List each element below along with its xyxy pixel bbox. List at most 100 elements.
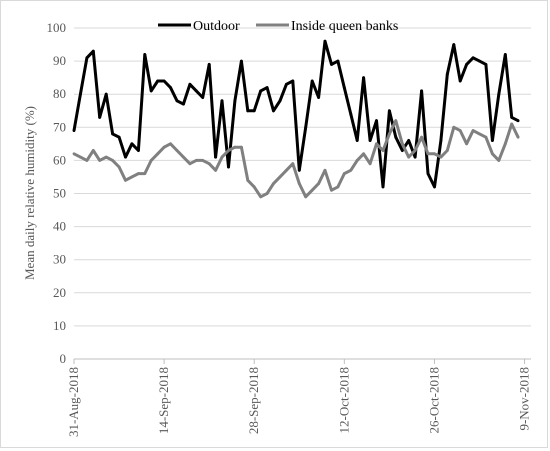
data-point-outdoor xyxy=(304,125,308,129)
data-point-inside-queen-banks xyxy=(85,159,89,162)
data-point-outdoor xyxy=(201,96,205,99)
data-point-inside-queen-banks xyxy=(240,145,243,149)
data-point-inside-queen-banks xyxy=(194,159,198,162)
y-tick-label-0: 0 xyxy=(60,351,67,366)
y-tick-label-50: 50 xyxy=(53,186,66,201)
data-point-inside-queen-banks xyxy=(458,129,462,133)
data-point-inside-queen-banks xyxy=(355,159,359,162)
data-point-outdoor xyxy=(336,59,340,63)
data-point-inside-queen-banks xyxy=(104,155,108,159)
data-point-outdoor xyxy=(458,79,462,83)
data-point-outdoor xyxy=(175,99,179,103)
x-tick-label-2018-10-12: 12-Oct-2018 xyxy=(336,367,351,433)
data-point-inside-queen-banks xyxy=(79,155,82,159)
series-lines xyxy=(72,39,520,199)
data-point-outdoor xyxy=(265,86,269,89)
data-point-inside-queen-banks xyxy=(72,152,76,156)
data-point-outdoor xyxy=(471,56,475,60)
legend-label-inside: Inside queen banks xyxy=(291,19,398,34)
data-point-outdoor xyxy=(413,155,417,159)
data-point-inside-queen-banks xyxy=(452,125,456,129)
y-tick-label-40: 40 xyxy=(53,219,66,234)
data-point-inside-queen-banks xyxy=(433,152,436,156)
data-point-inside-queen-banks xyxy=(330,188,333,192)
x-tick-label-2018-09-28: 28-Sep-2018 xyxy=(246,367,261,434)
series-line-outdoor xyxy=(72,39,519,189)
data-point-inside-queen-banks xyxy=(317,182,320,186)
data-point-inside-queen-banks xyxy=(117,165,121,169)
data-point-outdoor xyxy=(375,119,378,123)
data-point-outdoor xyxy=(445,72,449,76)
data-point-outdoor xyxy=(188,82,192,86)
data-point-outdoor xyxy=(342,86,346,89)
data-point-outdoor xyxy=(349,112,353,116)
data-point-outdoor xyxy=(162,79,166,83)
data-point-inside-queen-banks xyxy=(310,188,314,192)
data-point-inside-queen-banks xyxy=(143,172,147,176)
data-point-inside-queen-banks xyxy=(175,149,179,152)
data-point-inside-queen-banks xyxy=(252,185,256,189)
data-point-inside-queen-banks xyxy=(471,129,475,133)
data-point-outdoor xyxy=(297,168,301,172)
data-point-inside-queen-banks xyxy=(420,135,423,139)
x-tick-label-2018-09-14: 14-Sep-2018 xyxy=(156,367,171,434)
data-point-inside-queen-banks xyxy=(375,142,378,146)
data-point-inside-queen-banks xyxy=(201,159,205,162)
data-point-inside-queen-banks xyxy=(272,182,275,186)
axes: 0 10 20 30 40 50 60 70 80 90 100 31-Aug-2018 14-Sep-… xyxy=(47,20,532,437)
data-point-inside-queen-banks xyxy=(304,195,308,199)
data-point-outdoor xyxy=(207,63,211,66)
data-point-outdoor xyxy=(310,79,314,83)
data-point-outdoor xyxy=(259,89,263,93)
data-point-outdoor xyxy=(182,102,185,106)
data-point-outdoor xyxy=(516,119,520,123)
data-point-outdoor xyxy=(388,109,391,113)
data-point-outdoor xyxy=(452,43,456,46)
data-point-inside-queen-banks xyxy=(130,175,134,179)
y-tick-label-20: 20 xyxy=(53,285,66,300)
data-point-inside-queen-banks xyxy=(439,155,443,159)
data-point-inside-queen-banks xyxy=(478,132,481,136)
data-point-outdoor xyxy=(252,109,256,113)
data-point-outdoor xyxy=(426,172,430,176)
data-point-inside-queen-banks xyxy=(497,159,501,162)
data-point-outdoor xyxy=(278,99,282,103)
data-point-outdoor xyxy=(433,185,436,189)
data-point-outdoor xyxy=(465,63,468,66)
data-point-inside-queen-banks xyxy=(491,152,494,156)
data-point-outdoor xyxy=(227,165,230,169)
data-point-outdoor xyxy=(169,86,172,89)
data-point-outdoor xyxy=(85,56,89,60)
data-point-inside-queen-banks xyxy=(182,155,185,159)
data-point-inside-queen-banks xyxy=(394,119,398,123)
data-point-outdoor xyxy=(291,79,295,83)
data-point-inside-queen-banks xyxy=(413,149,417,152)
data-point-outdoor xyxy=(330,63,333,66)
data-point-outdoor xyxy=(407,139,411,142)
data-point-inside-queen-banks xyxy=(188,162,192,166)
data-point-inside-queen-banks xyxy=(381,149,385,152)
data-point-outdoor xyxy=(240,59,243,63)
y-tick-label-100: 100 xyxy=(47,20,67,35)
data-point-outdoor xyxy=(285,82,288,86)
data-point-inside-queen-banks xyxy=(285,168,288,172)
data-point-inside-queen-banks xyxy=(426,152,430,156)
data-point-outdoor xyxy=(98,116,102,119)
data-point-inside-queen-banks xyxy=(349,168,353,172)
y-tick-label-80: 80 xyxy=(53,86,66,101)
data-point-inside-queen-banks xyxy=(336,185,340,189)
data-point-outdoor xyxy=(130,142,134,146)
x-tick-label-2018-11-09: 9-Nov-2018 xyxy=(517,367,532,431)
data-point-inside-queen-banks xyxy=(407,155,411,159)
data-point-outdoor xyxy=(503,53,507,56)
data-point-outdoor xyxy=(194,89,198,93)
x-tick-label-2018-10-26: 26-Oct-2018 xyxy=(426,367,441,433)
data-point-outdoor xyxy=(484,63,488,66)
data-point-inside-queen-banks xyxy=(503,142,507,146)
data-point-inside-queen-banks xyxy=(162,145,166,149)
legend-label-outdoor: Outdoor xyxy=(193,19,240,34)
data-point-outdoor xyxy=(362,76,365,80)
y-tick-label-70: 70 xyxy=(53,119,66,134)
